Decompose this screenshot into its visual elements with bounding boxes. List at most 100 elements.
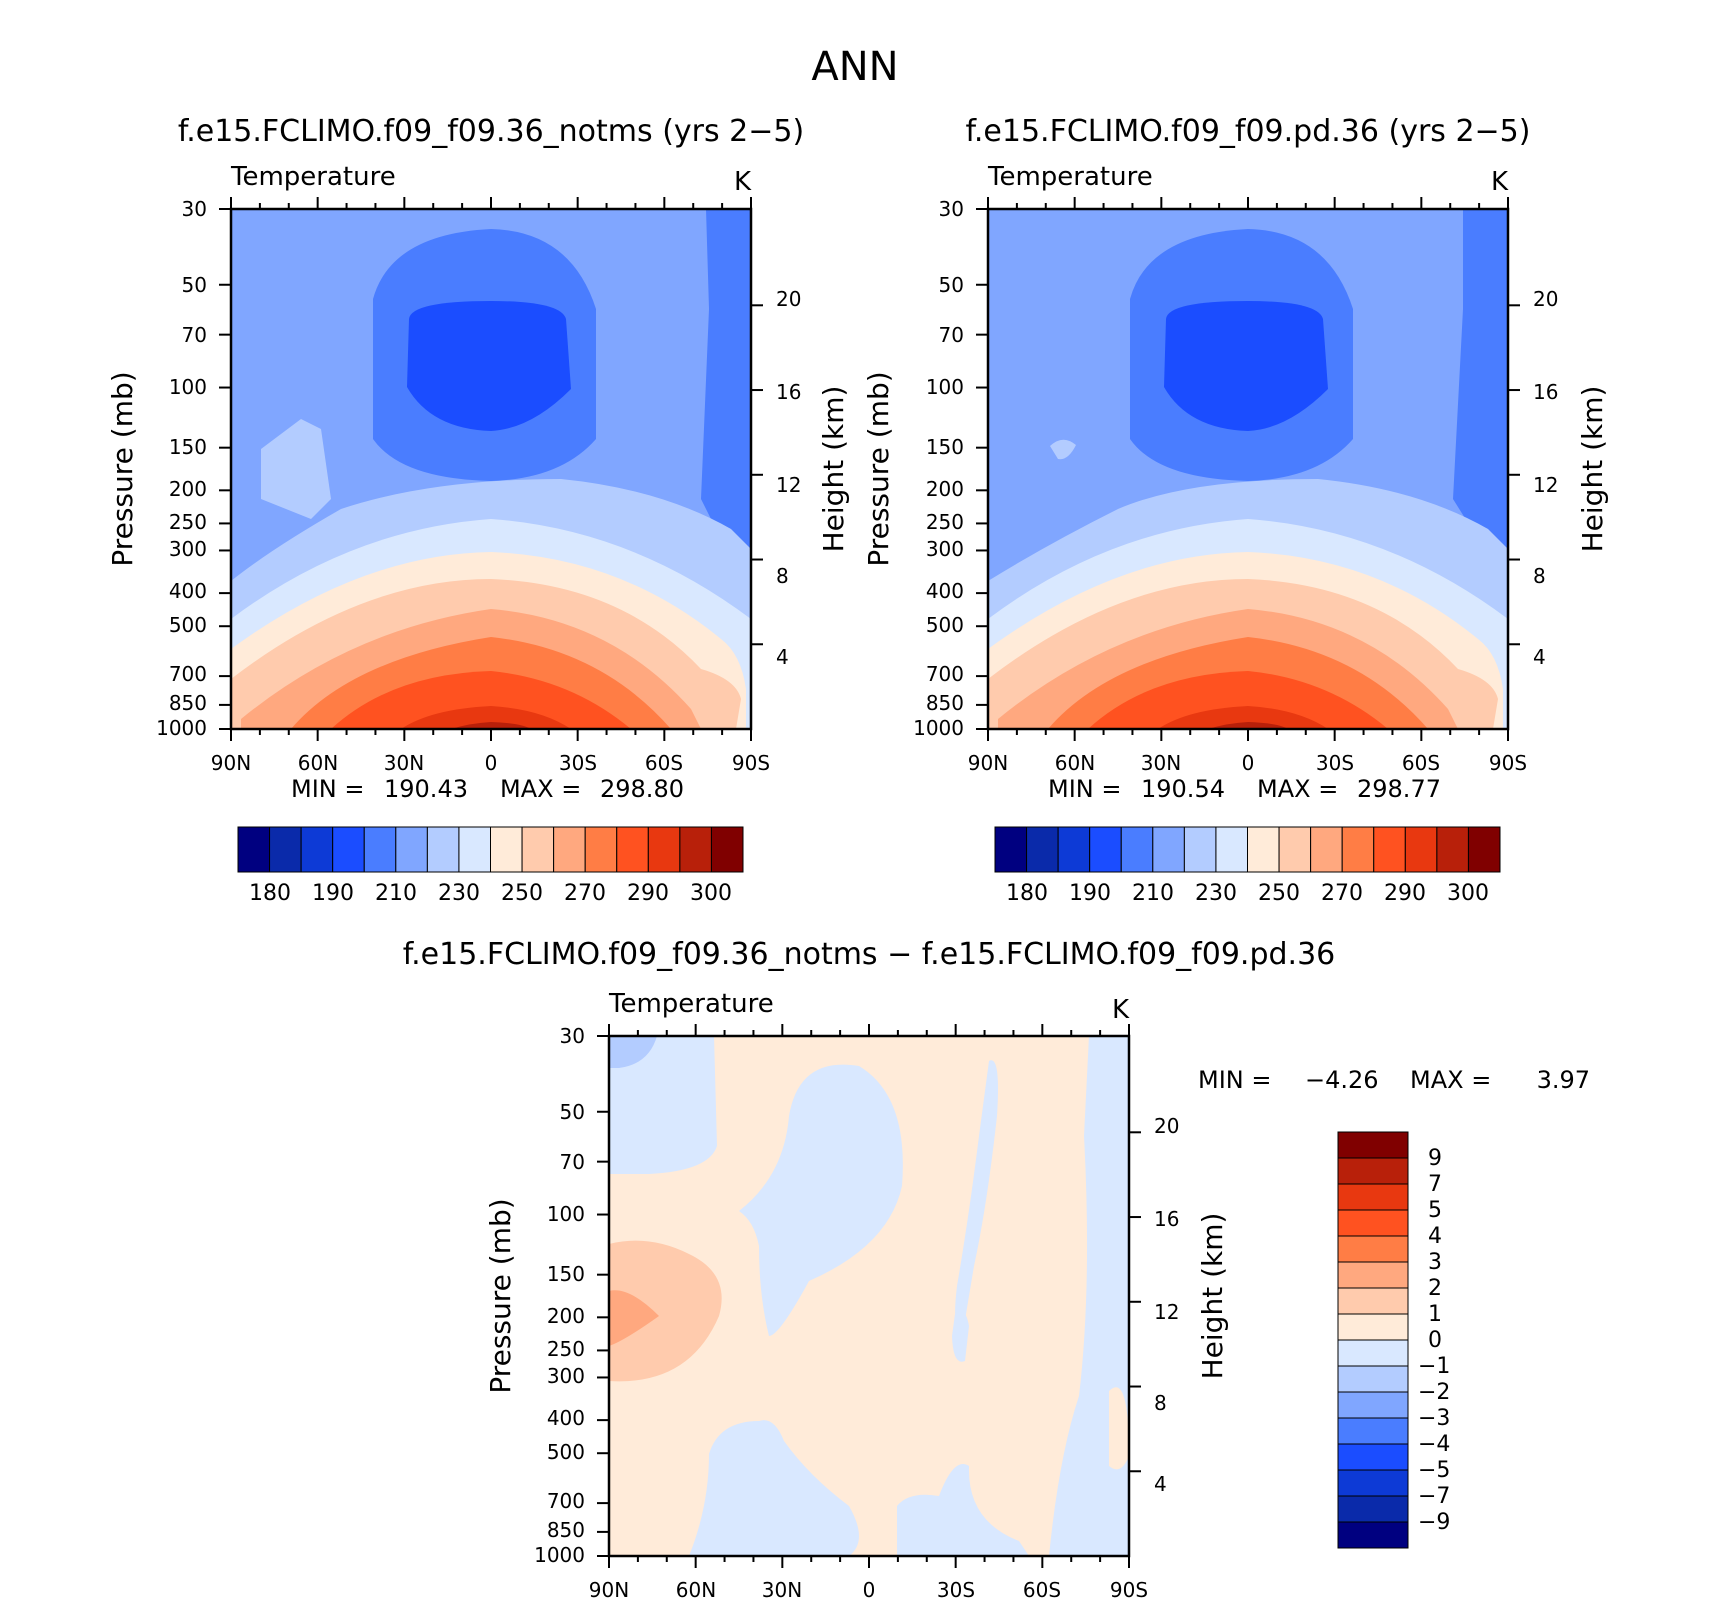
colorbar-label: 230 <box>1195 881 1237 906</box>
x-tick-label: 30S <box>1316 751 1354 775</box>
colorbar-label: 210 <box>375 881 417 906</box>
colorbar-label: 210 <box>1132 881 1174 906</box>
colorbar-swatch <box>1337 1417 1409 1445</box>
y-tick-label: 850 <box>169 691 207 715</box>
x-tick-label: 60N <box>676 1578 716 1600</box>
y-tick-label: 200 <box>926 477 964 501</box>
y-axis-label: Pressure (mb) <box>484 1198 517 1393</box>
panel-title: f.e15.FCLIMO.f09_f09.pd.36 (yrs 2−5) <box>966 114 1531 149</box>
x-tick-label: 30S <box>937 1578 975 1600</box>
panel-title: f.e15.FCLIMO.f09_f09.36_notms (yrs 2−5) <box>178 114 804 149</box>
x-tick-label: 90N <box>968 751 1008 775</box>
contour-band <box>331 671 631 729</box>
y-axis: 30 50 70 100 150 200 250 300 400 500 700… <box>534 1024 585 1567</box>
colorbar-label: 300 <box>1447 881 1489 906</box>
colorbar-swatch <box>1337 1365 1409 1393</box>
y-axis: 30 50 70 100 150 200 250 300 400 500 700… <box>913 197 964 740</box>
units-label: K <box>734 167 752 197</box>
colorbar-swatch <box>332 826 365 873</box>
variable-label: Temperature <box>608 989 774 1019</box>
colorbar-label: 300 <box>690 881 732 906</box>
contour-band <box>1208 722 1288 729</box>
units-label: K <box>1491 167 1509 197</box>
x-tick-label: 30N <box>1141 751 1181 775</box>
y-tick-label: 50 <box>939 273 964 297</box>
y2-tick-label: 8 <box>1533 564 1546 588</box>
colorbar-label: −3 <box>1418 1406 1450 1431</box>
contour-band <box>952 1310 969 1362</box>
colorbar-swatch <box>1337 1235 1409 1263</box>
colorbar-label: 290 <box>1384 881 1426 906</box>
colorbar-swatch <box>1247 826 1280 873</box>
panel-notms: f.e15.FCLIMO.f09_f09.36_notms (yrs 2−5) … <box>106 114 850 906</box>
y-tick-label: 1000 <box>913 716 964 740</box>
panel-pd: f.e15.FCLIMO.f09_f09.pd.36 (yrs 2−5) Tem… <box>862 114 1609 906</box>
colorbar-swatch <box>1183 826 1217 873</box>
colorbar-swatch <box>1436 826 1469 873</box>
colorbar-swatch <box>237 826 271 873</box>
contour-band <box>1158 706 1328 729</box>
max-value: 298.77 <box>1357 775 1441 803</box>
y2-axis: 20 16 12 8 4 <box>1533 287 1558 669</box>
min-label: MIN = <box>1198 1066 1271 1094</box>
contour-band <box>1164 301 1328 431</box>
x-tick-label: 90N <box>589 1578 629 1600</box>
variable-label: Temperature <box>987 162 1153 192</box>
x-tick-label: 60S <box>1023 1578 1061 1600</box>
x-axis: 90N 60N 30N 0 30S 60S 90S <box>211 751 770 775</box>
y2-tick-label: 16 <box>776 380 801 404</box>
min-value: 190.54 <box>1141 775 1225 803</box>
y-tick-label: 100 <box>169 375 207 399</box>
y-tick-label: 200 <box>547 1304 585 1328</box>
y-tick-label: 400 <box>926 579 964 603</box>
colorbar-swatch <box>553 826 586 873</box>
colorbar-label: 3 <box>1428 1250 1442 1275</box>
y2-axis: 20 16 12 8 4 <box>776 287 801 669</box>
colorbar-swatches <box>994 826 1501 873</box>
y2-tick-label: 4 <box>1154 1472 1167 1496</box>
panel-title: f.e15.FCLIMO.f09_f09.36_notms − f.e15.FC… <box>403 937 1336 972</box>
y2-tick-label: 8 <box>1154 1391 1167 1415</box>
y-tick-label: 150 <box>169 435 207 459</box>
y-tick-label: 400 <box>169 579 207 603</box>
colorbar-label: 230 <box>438 881 480 906</box>
y2-axis-label: Height (km) <box>1576 386 1609 553</box>
contour-band <box>609 1036 657 1068</box>
y-tick-label: 70 <box>939 323 964 347</box>
colorbar-swatch <box>490 826 523 873</box>
colorbar-label: −2 <box>1418 1380 1450 1405</box>
colorbar-swatch <box>710 826 744 873</box>
y-tick-label: 30 <box>939 197 964 221</box>
y-tick-label: 300 <box>547 1364 585 1388</box>
contour-band <box>609 1240 722 1382</box>
panel-difference: f.e15.FCLIMO.f09_f09.36_notms − f.e15.FC… <box>403 937 1590 1600</box>
contour-band <box>739 1064 903 1336</box>
colorbar-swatch <box>1337 1469 1409 1497</box>
max-label: MAX = <box>500 775 581 803</box>
axis-ticks <box>976 197 1520 741</box>
colorbar-swatch <box>1337 1391 1409 1419</box>
y-tick-label: 250 <box>169 510 207 534</box>
colorbar-swatch <box>363 826 397 873</box>
y2-tick-label: 20 <box>776 287 801 311</box>
y2-tick-label: 12 <box>1533 473 1558 497</box>
colorbar-swatch <box>1337 1287 1409 1315</box>
max-label: MAX = <box>1410 1066 1491 1094</box>
y-tick-label: 500 <box>926 613 964 637</box>
y-tick-label: 400 <box>547 1406 585 1430</box>
contour-band <box>1453 209 1508 549</box>
y-tick-label: 850 <box>926 691 964 715</box>
contour-band <box>609 1036 717 1174</box>
x-tick-label: 30N <box>762 1578 802 1600</box>
colorbar: 180 190 210 230 250 270 290 300 <box>237 826 744 906</box>
y2-tick-label: 12 <box>776 473 801 497</box>
colorbar-label: −1 <box>1418 1354 1450 1379</box>
colorbar-swatches <box>1337 1131 1409 1549</box>
x-tick-label: 30S <box>559 751 597 775</box>
colorbar-label: −5 <box>1418 1458 1450 1483</box>
y-axis: 30 50 70 100 150 200 250 300 400 500 700… <box>156 197 207 740</box>
colorbar-swatch <box>1337 1209 1409 1237</box>
colorbar-swatch <box>1337 1261 1409 1289</box>
max-label: MAX = <box>1257 775 1338 803</box>
colorbar-label: 7 <box>1428 1172 1442 1197</box>
